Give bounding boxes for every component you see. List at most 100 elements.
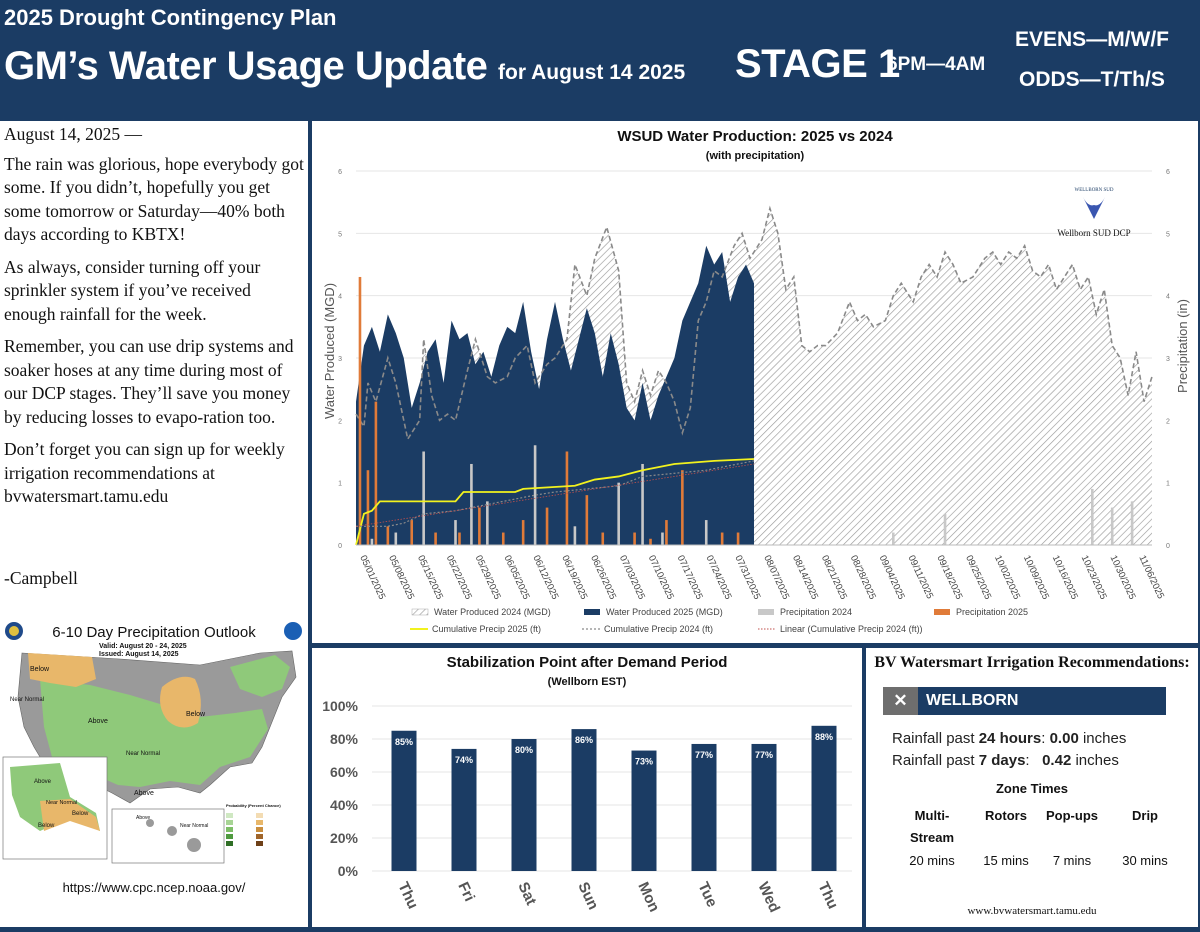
- legend-swatch: [226, 841, 233, 846]
- bar-precip-2024: [617, 482, 620, 545]
- x-tick-label: 07/03/2025: [617, 554, 647, 602]
- station-name: WELLBORN: [926, 692, 1019, 709]
- bar-precip-2024: [1130, 501, 1134, 545]
- x-tick-label: 10/23/2025: [1079, 554, 1109, 602]
- y-tick-label: 20%: [330, 830, 359, 846]
- x-tick-label: 06/05/2025: [502, 554, 532, 602]
- letter-paragraph: As always, consider turning off your spr…: [4, 256, 261, 324]
- below-region-northwest: [28, 653, 96, 687]
- legend-swatch: [226, 813, 233, 818]
- x-tick-label: 05/22/2025: [444, 554, 474, 602]
- bar-precip-2025: [633, 532, 636, 545]
- x-tick-label: 07/24/2025: [704, 554, 734, 602]
- evens-schedule: EVENS—M/W/F: [1015, 28, 1170, 51]
- stabilization-bar: [811, 725, 837, 871]
- bar-precip-2025: [521, 520, 525, 545]
- hawaii-inset: [111, 808, 225, 864]
- above-region-northeast: [230, 655, 290, 697]
- x-tick-label: 09/04/2025: [877, 554, 907, 602]
- y-tick-label: 40%: [330, 797, 359, 813]
- y-tick-label: 60%: [330, 764, 359, 780]
- region-label: Below: [30, 666, 50, 673]
- bar-value-label: 86%: [575, 735, 593, 745]
- region-label: Near Normal: [126, 751, 160, 757]
- zone-times-title: Zone Times: [995, 781, 1068, 796]
- x-tick-label: 05/01/2025: [357, 554, 387, 602]
- y-tick-label: 2: [338, 418, 342, 425]
- y-tick-label: 100%: [322, 698, 358, 714]
- cpc-url[interactable]: https://www.cpc.ncep.noaa.gov/: [62, 880, 246, 895]
- letter-date: August 14, 2025 —: [4, 124, 143, 144]
- zone-rotors: Rotors 15 mins: [971, 805, 1041, 868]
- zone-head: Multi-: [914, 808, 950, 823]
- production-chart-title: WSUD Water Production: 2025 vs 2024: [617, 128, 893, 145]
- x-tick-label: 08/21/2025: [819, 554, 849, 602]
- region-label: Above: [136, 815, 150, 821]
- x-tick-label: 09/18/2025: [934, 554, 964, 602]
- line-production-2024: [355, 205, 1153, 442]
- production-chart-subtitle: (with precipitation): [706, 150, 805, 162]
- rainfall-24h-prefix: Rainfall past: [892, 730, 979, 747]
- zone-head: Stream: [909, 830, 955, 845]
- outlook-title: 6-10 Day Precipitation Outlook: [52, 624, 256, 641]
- wellborn-logo-icon: [1083, 197, 1105, 219]
- y2-tick-label: 0: [1166, 543, 1170, 550]
- stabilization-bars: 85% Thu 74% Fri 80% Sat 86% Sun 73% Mon 77% Tue 77% W…: [391, 725, 841, 915]
- region-label: Below: [72, 811, 89, 817]
- zone-multistream: Multi- Stream 20 mins: [897, 805, 967, 868]
- zone-time: 7 mins: [1052, 853, 1092, 868]
- line-linear-cumulative-2024: [355, 463, 755, 527]
- zone-time: 20 mins: [909, 853, 955, 868]
- watersmart-url[interactable]: www.bvwatersmart.tamu.edu: [967, 905, 1097, 917]
- region-label: Above: [34, 779, 52, 785]
- rainfall-24h-colon: :: [1041, 730, 1050, 747]
- letter-paragraph: Remember, you can use drip systems and s…: [4, 336, 294, 427]
- x-tick-label: 06/12/2025: [530, 554, 560, 602]
- stabilization-chart-svg: Stabilization Point after Demand Period …: [322, 654, 852, 915]
- area-production-2025: [356, 245, 754, 546]
- legend-swatch: [934, 609, 950, 615]
- zone-head: Pop-ups: [1046, 808, 1098, 823]
- rainfall-7d-value: 0.42: [1042, 752, 1072, 769]
- bar-precip-2024: [573, 526, 577, 545]
- bar-precip-2025: [585, 495, 589, 545]
- bar-value-label: 77%: [755, 750, 773, 760]
- bar-precip-2024: [704, 520, 708, 545]
- bar-precip-2025: [601, 532, 605, 545]
- outlook-issued: Issued: August 14, 2025: [99, 651, 179, 658]
- region-label: Above: [134, 790, 154, 797]
- x-tick-label: 10/16/2025: [1050, 554, 1080, 602]
- x-tick-label: 11/06/2025: [1136, 554, 1166, 601]
- rainfall-7d: Rainfall past 7 days: 0.42 inches: [892, 752, 1119, 769]
- x-tick-label: Fri: [454, 880, 478, 905]
- bar-precip-2025: [649, 538, 652, 545]
- bar-value-label: 88%: [815, 732, 833, 742]
- bar-precip-2024: [422, 451, 425, 545]
- y2-tick-label: 5: [1166, 231, 1170, 238]
- y-tick-label: 80%: [330, 731, 359, 747]
- gm-letter: August 14, 2025 — The rain was glorious,…: [0, 121, 308, 617]
- below-region-greatlakes: [160, 676, 201, 728]
- bar-precip-2024: [661, 532, 664, 545]
- y-tick-label: 5: [338, 231, 342, 238]
- alaska-below-region: [40, 799, 100, 831]
- irrigation-recommendations: BV Watersmart Irrigation Recommendations…: [866, 648, 1198, 927]
- hawaii-island: [167, 826, 177, 836]
- region-label: Below: [186, 711, 206, 718]
- cumulative-lines: [355, 458, 755, 546]
- stabilization-subtitle: (Wellborn EST): [548, 676, 627, 688]
- y2-tick-label: 4: [1166, 294, 1170, 301]
- rainfall-7d-prefix: Rainfall past: [892, 752, 979, 769]
- bar-precip-2025: [458, 532, 461, 545]
- x-tick-label: Thu: [394, 880, 421, 912]
- stabilization-bar: [511, 739, 537, 871]
- bar-precip-2025: [366, 470, 370, 545]
- zone-time: 15 mins: [983, 853, 1029, 868]
- production-legend: Water Produced 2024 (MGD) Water Produced …: [410, 607, 1028, 634]
- bar-precip-2024: [470, 463, 473, 545]
- y-tick-label: 4: [338, 294, 342, 301]
- close-icon[interactable]: ✕: [883, 687, 918, 715]
- bar-precip-2025: [665, 520, 668, 545]
- region-label: Near Normal: [10, 697, 44, 703]
- rainfall-7d-period: 7 days: [978, 752, 1026, 769]
